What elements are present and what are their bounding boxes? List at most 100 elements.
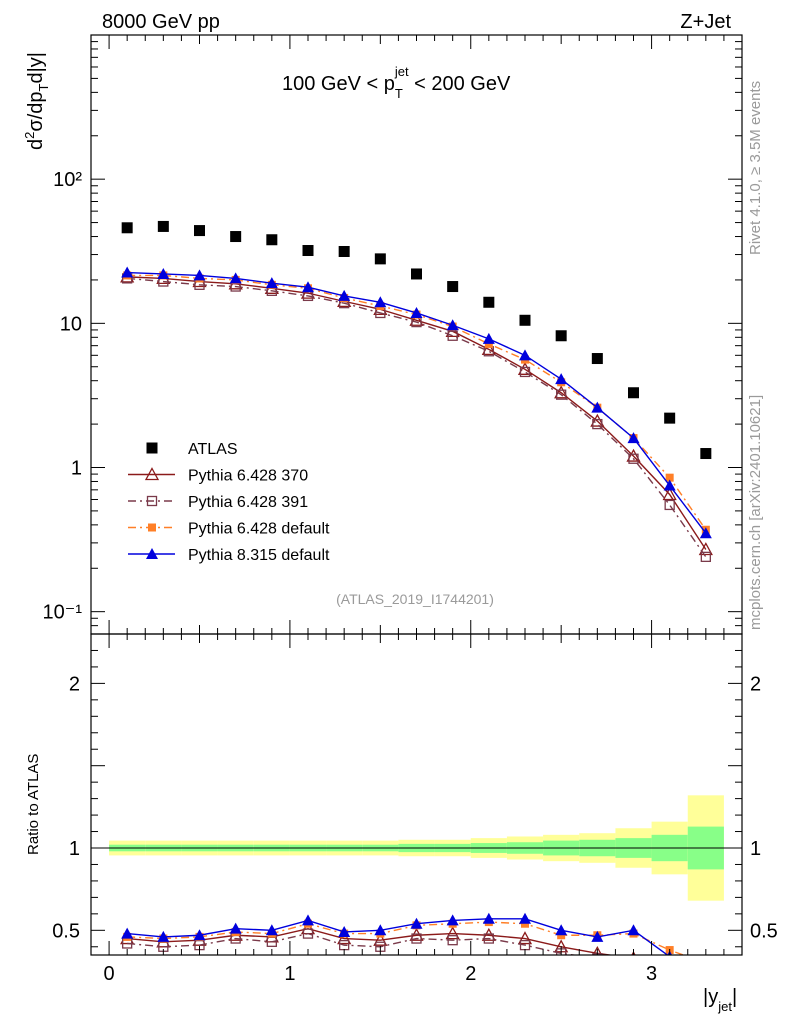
ratio-point <box>410 917 423 929</box>
header-left: 8000 GeV pp <box>102 11 220 33</box>
series-pythia-6-428-370 <box>120 269 713 556</box>
legend-label: Pythia 6.428 default <box>188 521 330 538</box>
ratio-point <box>229 922 242 934</box>
ratio-point <box>409 927 424 941</box>
legend-item: Pythia 6.428 default <box>128 521 330 538</box>
legend-item: ATLAS <box>146 441 238 458</box>
legend-marker <box>148 523 156 532</box>
ratio-point <box>445 926 460 940</box>
ratio-point <box>627 924 640 936</box>
ratio-y-tick-label-right: 2 <box>750 673 761 695</box>
data-point <box>157 220 169 232</box>
legend-label: Pythia 8.315 default <box>188 547 330 564</box>
data-point <box>409 312 424 326</box>
ratio-y-tick-label: 2 <box>69 673 80 695</box>
legend-item: Pythia 6.428 391 <box>128 494 308 511</box>
data-point <box>519 314 531 326</box>
data-point <box>699 527 712 539</box>
data-point <box>517 361 533 375</box>
data-point <box>447 330 458 341</box>
data-point <box>374 253 386 265</box>
data-point <box>411 268 422 280</box>
data-point <box>665 473 674 482</box>
ratio-point <box>629 959 638 968</box>
data-point <box>698 542 713 556</box>
ratio-point <box>555 924 568 936</box>
ratio-point <box>700 970 712 981</box>
ratio-point <box>517 931 533 945</box>
data-point <box>556 389 567 400</box>
x-tick-label: 2 <box>465 963 476 985</box>
mcplots-label: mcplots.cern.ch [arXiv:2401.10621] <box>747 395 764 630</box>
y-axis-label: d2σ/dpTd|y| <box>22 52 51 150</box>
legend-label: Pythia 6.428 391 <box>188 494 308 511</box>
ratio-point <box>592 945 603 955</box>
ratio-point <box>481 927 496 941</box>
header-right: Z+Jet <box>680 11 731 33</box>
axes: 0 1 2 3 10⁻¹ 1 10 10² 0.5 0.5 1 1 2 2 <box>43 34 778 985</box>
x-tick-label: 1 <box>284 963 295 985</box>
ratio-point <box>338 925 351 937</box>
data-point <box>157 267 170 279</box>
y-tick-label: 10² <box>53 169 82 191</box>
data-point <box>121 266 134 278</box>
ratio-y-tick-label-right: 1 <box>750 838 761 860</box>
data-point <box>447 281 459 293</box>
data-point <box>592 418 603 430</box>
data-point <box>481 341 496 355</box>
ratio-point <box>121 927 134 939</box>
ratio-point <box>702 959 710 967</box>
data-point <box>519 349 531 361</box>
series-atlas <box>121 220 712 460</box>
ratio-series <box>120 912 712 981</box>
ratio-y-tick-label: 0.5 <box>52 920 80 942</box>
ratio-point <box>664 957 676 968</box>
analysis-tag: (ATLAS_2019_I1744201) <box>336 591 494 607</box>
data-point <box>700 448 712 460</box>
rivet-label: Rivet 4.1.0, ≥ 3.5M events <box>747 81 764 255</box>
data-point <box>194 225 205 237</box>
data-point <box>121 222 133 234</box>
ratio-point <box>482 912 495 924</box>
data-point <box>590 413 605 427</box>
ratio-y-tick-label-right: 0.5 <box>750 920 778 942</box>
data-point <box>591 401 604 413</box>
legend-item: Pythia 8.315 default <box>128 547 330 564</box>
ratio-y-tick-label: 1 <box>69 838 80 860</box>
range-suffix: < 200 GeV <box>409 73 511 95</box>
data-point <box>519 366 531 378</box>
ratio-pythia-6-428-391 <box>122 928 638 968</box>
legend-marker <box>146 548 158 559</box>
ratio-point <box>591 930 604 942</box>
ratio-point <box>302 928 314 939</box>
range-prefix: 100 GeV < p <box>282 73 395 95</box>
ratio-point <box>265 924 278 936</box>
legend: ATLAS Pythia 6.428 370 Pythia 6.428 391 Pyt… <box>128 441 330 564</box>
ratio-frame <box>90 633 743 956</box>
ratio-point <box>483 933 494 944</box>
ratio-point <box>157 930 170 942</box>
main-frame <box>90 34 743 635</box>
legend-label: Pythia 6.428 370 <box>188 468 308 485</box>
legend-marker <box>144 467 160 481</box>
y-tick-label: 10⁻¹ <box>43 602 83 624</box>
x-tick-label: 3 <box>646 963 657 985</box>
x-axis-label: |yjet| <box>703 986 737 1014</box>
ratio-pythia-8-315-default <box>121 912 673 955</box>
data-point <box>700 551 711 563</box>
data-point <box>230 231 242 243</box>
series-line <box>127 277 707 558</box>
data-point <box>193 269 206 281</box>
data-point <box>484 339 493 348</box>
data-point <box>229 272 242 284</box>
ratio-point <box>373 932 388 946</box>
data-point <box>626 448 641 462</box>
data-point <box>628 387 639 399</box>
data-point <box>663 479 676 491</box>
data-point <box>338 289 351 301</box>
series-pythia-8-315-default <box>121 266 712 539</box>
legend-marker <box>146 495 158 507</box>
data-point <box>555 373 568 385</box>
x-tick-label: 0 <box>104 963 115 985</box>
